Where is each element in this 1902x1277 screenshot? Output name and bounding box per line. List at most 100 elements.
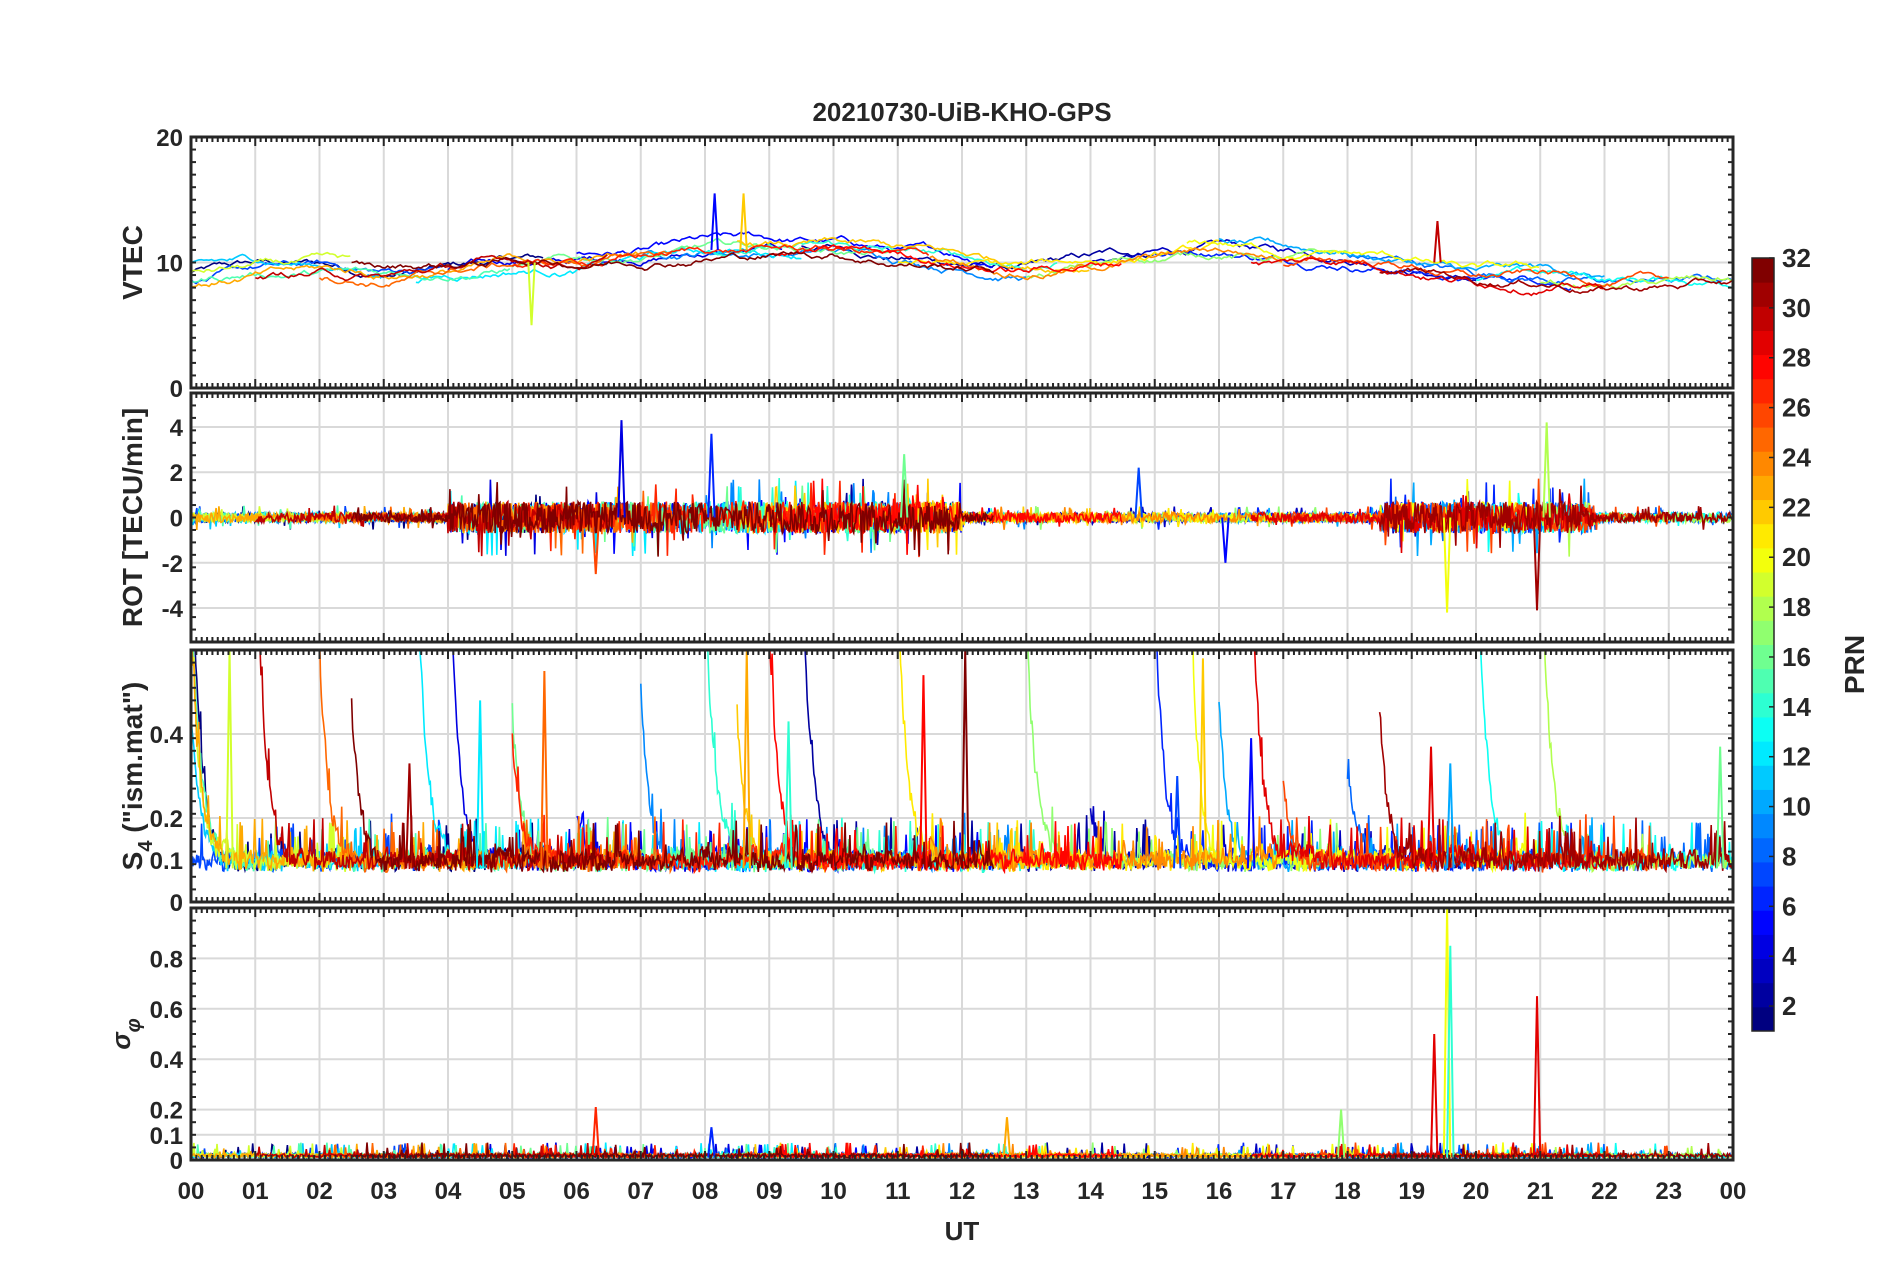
x-tick-label: 05	[499, 1178, 526, 1205]
series-group	[191, 650, 1733, 875]
y-tick-label: -2	[162, 551, 183, 578]
spike-prn-7	[1173, 775, 1182, 869]
colorbar-segment	[1752, 741, 1774, 766]
colorbar-tick-label: 4	[1782, 941, 1797, 971]
series-group	[191, 420, 1733, 613]
colorbar-tick-label: 26	[1782, 393, 1811, 423]
series-line-prn-3	[1090, 239, 1477, 282]
colorbar-segment	[1752, 813, 1774, 839]
y-tick-label: 0	[170, 890, 183, 917]
spike-prn-29	[1430, 1033, 1439, 1158]
colorbar-tick-label: 22	[1782, 492, 1811, 522]
y-tick-label: 20	[156, 125, 183, 152]
spike-prn-17	[1336, 1109, 1346, 1158]
x-tick-label: 17	[1270, 1178, 1297, 1205]
spike-prn-4	[617, 420, 626, 518]
y-label-text: S	[117, 852, 148, 871]
x-tick-label: 14	[1077, 1178, 1104, 1205]
y-tick-label: 4	[170, 415, 184, 442]
spike-prn-29	[1532, 996, 1542, 1158]
colorbar-segment	[1752, 523, 1774, 549]
series-line-prn-24	[929, 502, 1284, 535]
colorbar-segment	[1752, 258, 1774, 283]
colorbar-tick-label: 12	[1782, 742, 1811, 772]
y-tick-label: 0.2	[150, 1098, 183, 1125]
y-tick-label: 0.2	[150, 806, 183, 833]
series-line-prn-5	[576, 231, 993, 269]
y-label-subscript: φ	[123, 1018, 145, 1032]
spike-prn-25	[540, 670, 549, 869]
spike-prn-31	[405, 763, 414, 869]
x-tick-label: 02	[306, 1178, 333, 1205]
x-tick-label: 03	[370, 1178, 397, 1205]
colorbar-segment	[1752, 547, 1774, 573]
spike-prn-29	[1426, 746, 1436, 869]
x-tick-label: 12	[949, 1178, 976, 1205]
spike-prn-5	[1246, 738, 1256, 869]
x-tick-label: 01	[242, 1178, 269, 1205]
x-tick-label: 15	[1141, 1178, 1168, 1205]
series-line-prn-19	[191, 251, 351, 274]
series-line-prn-32	[350, 479, 994, 557]
y-label-suffix: ("ism.mat")	[117, 682, 148, 841]
colorbar-segment	[1752, 765, 1774, 790]
y-tick-label: 0	[170, 376, 183, 403]
series-line-prn-29	[1250, 493, 1605, 554]
x-tick-label: 21	[1527, 1178, 1554, 1205]
x-tick-label: 23	[1655, 1178, 1682, 1205]
series-line-prn-28	[769, 243, 1122, 274]
spike-prn-30	[1433, 221, 1442, 263]
y-tick-label: 0.4	[150, 722, 184, 749]
series-line-prn-13	[1475, 265, 1733, 290]
x-tick-label: 11	[885, 1178, 910, 1205]
y-axis-label: ROT [TECU/min]	[117, 408, 148, 627]
colorbar-segment	[1752, 378, 1774, 404]
panel-1: 0 10 20 VTEC	[117, 125, 1735, 403]
colorbar-segment	[1752, 644, 1774, 670]
colorbar-tick-label: 24	[1782, 442, 1811, 472]
colorbar-tick-label: 6	[1782, 891, 1796, 921]
x-tick-label: 20	[1463, 1178, 1490, 1205]
colorbar-segment	[1752, 958, 1774, 984]
series-group	[191, 193, 1733, 326]
y-tick-label: 0.1	[150, 1123, 183, 1150]
y-label-subscript: 4	[135, 840, 157, 852]
colorbar-label: PRN	[1839, 635, 1870, 694]
spike-prn-28	[919, 675, 928, 869]
colorbar-tick-label: 28	[1782, 343, 1811, 373]
series-line-prn-25	[319, 250, 672, 288]
y-tick-label: 2	[170, 460, 183, 487]
colorbar-segment	[1752, 837, 1774, 863]
y-axis-label: σφ	[106, 1018, 145, 1049]
y-tick-label: 0.8	[150, 946, 183, 973]
spike-prn-10	[1446, 763, 1455, 869]
colorbar-segment	[1752, 1006, 1774, 1032]
y-label-text: ROT [TECU/min]	[117, 408, 148, 627]
series-line-prn-29	[1250, 257, 1604, 297]
colorbar-segment	[1752, 402, 1774, 428]
spike-prn-18	[1542, 422, 1551, 518]
y-axis-label: S4 ("ism.mat")	[117, 682, 157, 871]
colorbar-segment	[1752, 306, 1774, 331]
y-label-text: VTEC	[117, 225, 148, 300]
x-tick-label: 13	[1013, 1178, 1040, 1205]
spike-prn-16	[1715, 746, 1725, 869]
series-line-prn-31	[1378, 485, 1733, 548]
series-line-prn-30	[255, 254, 608, 282]
series-line-prn-20	[1186, 239, 1540, 269]
spike-prn-23	[742, 650, 751, 869]
x-tick-label: 04	[435, 1178, 462, 1205]
y-axis-label: VTEC	[117, 225, 148, 300]
x-tick-label: 09	[756, 1178, 783, 1205]
y-tick-label: 10	[156, 251, 183, 278]
y-tick-label: 0.1	[150, 848, 183, 875]
series-line-prn-10	[1218, 236, 1605, 278]
panel-4: 00.10.2 0.4 0.6 0.8 σφ	[106, 906, 1735, 1175]
colorbar-tick-label: 8	[1782, 841, 1796, 871]
spike-prn-32	[961, 650, 970, 869]
panel-3: 00.10.20.4S4 ("ism.mat")	[117, 648, 1735, 917]
series-line-prn-2	[801, 243, 1154, 270]
x-tick-label: 10	[820, 1178, 847, 1205]
spike-prn-19	[527, 262, 536, 326]
colorbar-segment	[1752, 572, 1774, 597]
